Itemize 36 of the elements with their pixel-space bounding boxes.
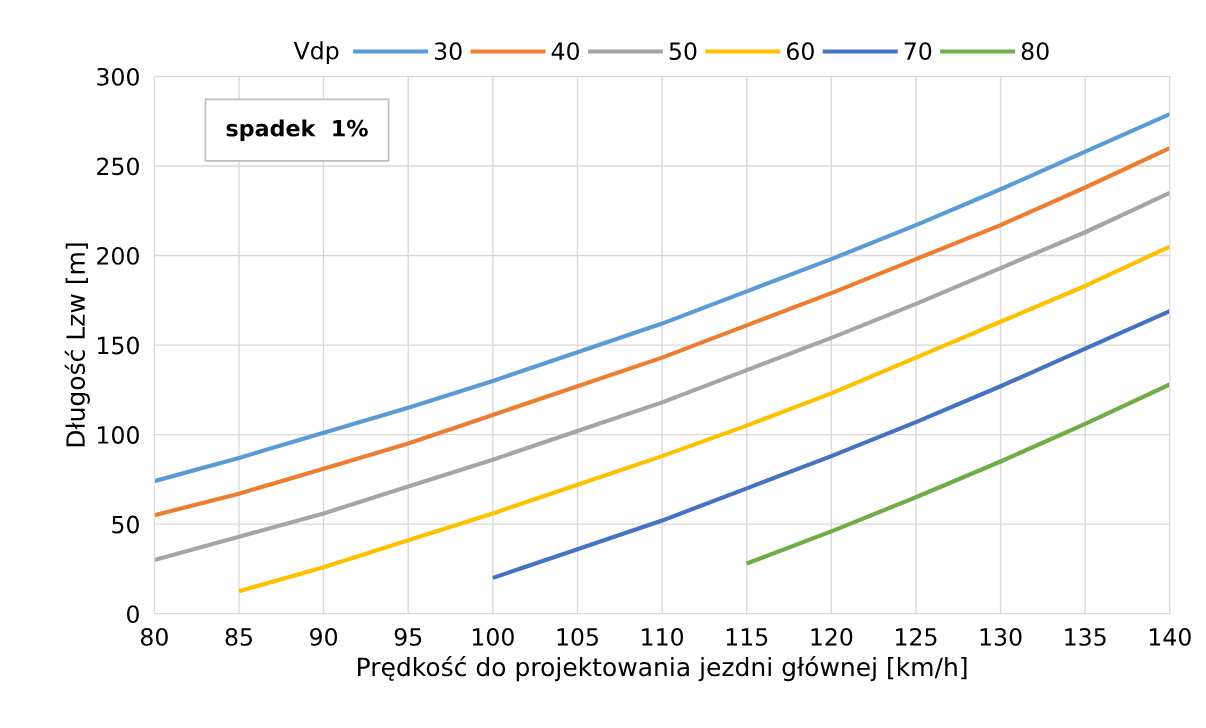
line-series [744,382,1170,566]
line-series [154,111,1170,484]
x-tick-label: 125 [896,628,937,646]
x-tick-label: 130 [980,628,1022,646]
x-tick-label: 120 [811,628,853,646]
line-series [154,190,1170,563]
x-tick-label: 90 [310,628,338,646]
y-tick-label: 200 [97,246,139,265]
line-series [490,308,1170,580]
y-tick-label: 250 [97,157,139,176]
x-tick-label: 140 [1149,628,1191,646]
y-tick-label: 150 [98,336,139,355]
x-tick-label: 100 [472,628,514,646]
line-series [236,244,1170,594]
y-tick-label: 100 [98,426,139,444]
annotation: spadek 1% [226,119,368,141]
x-tick-label: 95 [394,628,422,646]
line-series [154,145,1170,518]
x-axis-title: Prędkość do projektowania jezdni głównej [km/h] [358,656,967,682]
legend-title: Vdp [293,41,339,65]
y-axis-title: Długość Lzw [m] [64,243,90,447]
x-tick-label: 110 [642,628,684,646]
y-tick-label: 0 [127,605,139,624]
x-tick-label: 80 [140,628,168,646]
x-tick-label: 135 [1065,628,1106,646]
legend-label: 30 [434,42,462,61]
legend-label: 70 [904,42,932,61]
x-tick-label: 115 [726,628,768,646]
x-tick-label: 105 [557,628,598,646]
legend-label: 50 [669,42,697,61]
legend-label: 40 [551,42,580,61]
legend-label: 60 [787,42,814,61]
legend-label: 80 [1021,42,1049,61]
y-tick-label: 300 [97,67,139,86]
x-tick-label: 85 [225,628,252,646]
y-tick-label: 50 [112,515,139,534]
